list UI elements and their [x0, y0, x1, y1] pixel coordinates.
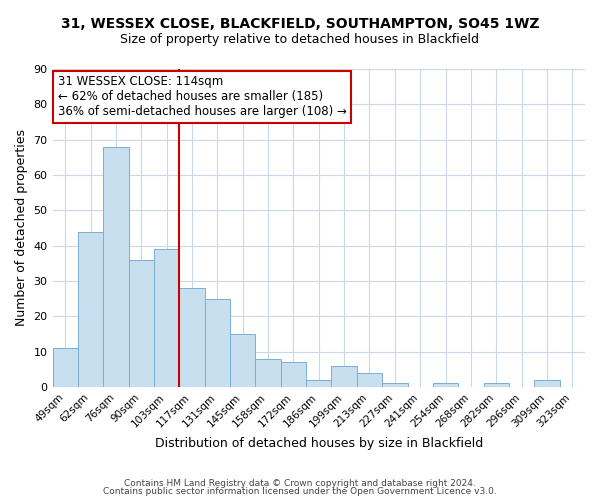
- Bar: [78, 232, 103, 387]
- Bar: [230, 334, 256, 387]
- Bar: [534, 380, 560, 387]
- Bar: [103, 146, 128, 387]
- Bar: [179, 288, 205, 387]
- Bar: [281, 362, 306, 387]
- Bar: [205, 298, 230, 387]
- Bar: [331, 366, 357, 387]
- Text: 31 WESSEX CLOSE: 114sqm
← 62% of detached houses are smaller (185)
36% of semi-d: 31 WESSEX CLOSE: 114sqm ← 62% of detache…: [58, 76, 347, 118]
- Bar: [154, 249, 179, 387]
- Bar: [382, 384, 407, 387]
- Bar: [128, 260, 154, 387]
- Bar: [433, 384, 458, 387]
- Bar: [53, 348, 78, 387]
- Text: Size of property relative to detached houses in Blackfield: Size of property relative to detached ho…: [121, 32, 479, 46]
- Text: Contains public sector information licensed under the Open Government Licence v3: Contains public sector information licen…: [103, 487, 497, 496]
- Bar: [484, 384, 509, 387]
- Y-axis label: Number of detached properties: Number of detached properties: [15, 130, 28, 326]
- X-axis label: Distribution of detached houses by size in Blackfield: Distribution of detached houses by size …: [155, 437, 483, 450]
- Bar: [357, 373, 382, 387]
- Bar: [256, 358, 281, 387]
- Bar: [306, 380, 331, 387]
- Text: 31, WESSEX CLOSE, BLACKFIELD, SOUTHAMPTON, SO45 1WZ: 31, WESSEX CLOSE, BLACKFIELD, SOUTHAMPTO…: [61, 18, 539, 32]
- Text: Contains HM Land Registry data © Crown copyright and database right 2024.: Contains HM Land Registry data © Crown c…: [124, 478, 476, 488]
